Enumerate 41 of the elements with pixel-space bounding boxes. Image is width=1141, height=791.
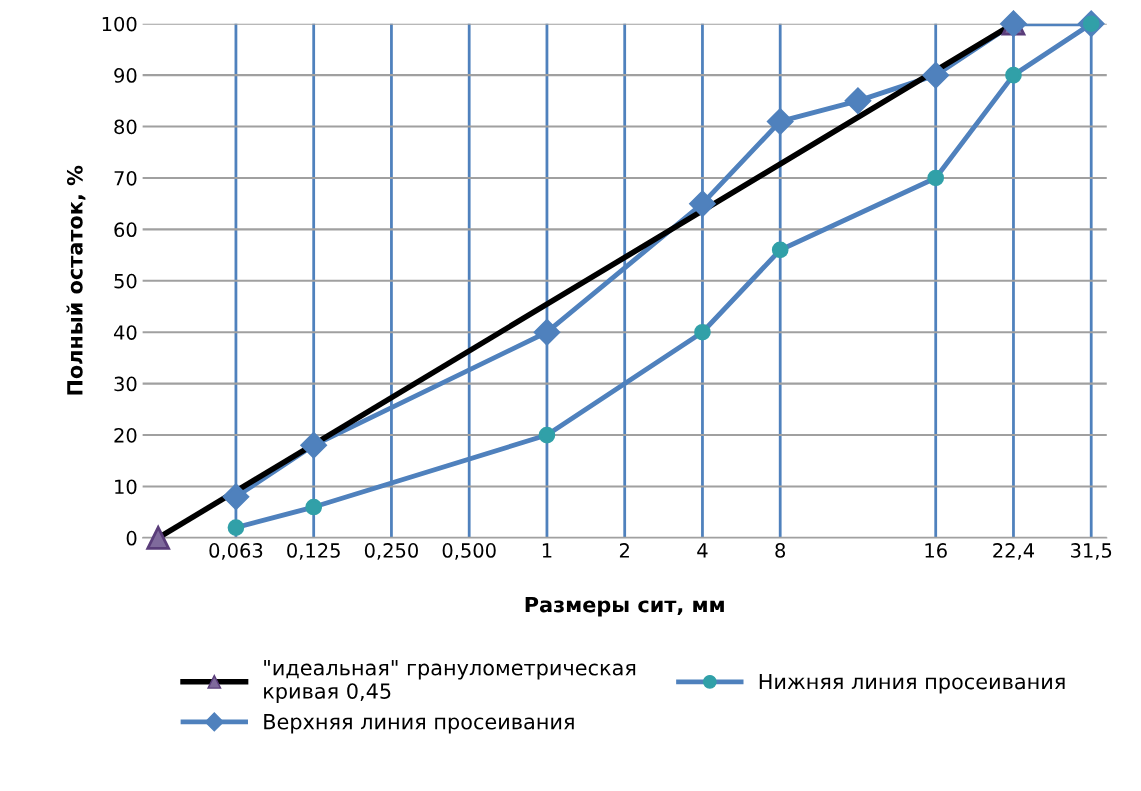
x-tick-label: 8: [775, 543, 786, 558]
point: [771, 241, 789, 259]
y-tick-label: 50: [114, 273, 137, 289]
x-tick-label: 0,125: [287, 543, 340, 560]
y-tick-label: 30: [114, 376, 137, 392]
point: [227, 519, 245, 536]
x-axis-title: Размеры сит, мм: [525, 596, 724, 617]
x-tick-label: 1: [542, 543, 552, 558]
y-tick-label: 20: [114, 428, 137, 443]
point: [689, 190, 716, 217]
x-tick-label: 22,4: [993, 543, 1035, 560]
y-tick-label: 100: [102, 16, 137, 32]
point: [305, 498, 323, 516]
y-tick-label: 90: [114, 68, 137, 83]
y-tick-label: 10: [115, 479, 137, 495]
point: [922, 61, 949, 89]
x-tick-label: 31,5: [1071, 543, 1112, 560]
point: [844, 87, 872, 115]
x-tick-label: 0,063: [209, 543, 263, 560]
x-tick-label: 0,250: [364, 543, 418, 560]
x-tick-label: 0,500: [442, 543, 496, 560]
point: [927, 169, 945, 187]
point: [694, 323, 711, 341]
y-axis-title: Полный остаток, %: [66, 165, 86, 395]
y-tick-label: 60: [114, 222, 137, 238]
point: [222, 483, 250, 510]
x-tick-label: 16: [925, 543, 947, 558]
x-tick-label: 4: [697, 543, 708, 558]
point: [767, 108, 794, 135]
point: [300, 432, 327, 459]
legend-label: Нижняя линия просеивания: [759, 673, 1065, 694]
point: [538, 426, 556, 444]
point: [533, 319, 561, 346]
y-tick-label: 0: [126, 530, 137, 546]
y-tick-label: 40: [113, 325, 137, 340]
y-tick-label: 70: [114, 170, 137, 186]
y-tick-label: 80: [114, 119, 137, 135]
legend-label: "идеальная" гранулометрическая кривая 0,45: [264, 660, 636, 703]
legend-label: Верхняя линия просеивания: [264, 714, 574, 734]
x-tick-label: 2: [619, 543, 629, 558]
point: [1005, 66, 1022, 84]
